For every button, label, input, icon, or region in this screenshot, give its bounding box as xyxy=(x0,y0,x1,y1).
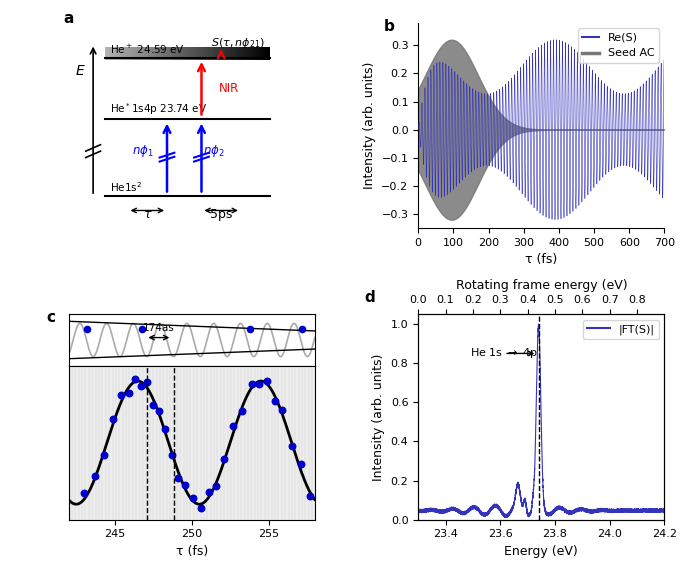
Point xyxy=(82,325,92,334)
Text: NIR: NIR xyxy=(219,82,239,95)
X-axis label: Energy (eV): Energy (eV) xyxy=(504,545,578,558)
Point xyxy=(254,379,265,388)
Point xyxy=(115,391,126,400)
Point xyxy=(295,460,306,469)
Point xyxy=(277,406,288,415)
Text: He 1s $\rightarrow$ 4p: He 1s $\rightarrow$ 4p xyxy=(470,347,538,360)
Point xyxy=(180,480,191,489)
Text: He$^*$1s4p 23.74 eV: He$^*$1s4p 23.74 eV xyxy=(110,101,208,116)
Point xyxy=(245,325,256,334)
Point xyxy=(142,377,153,387)
Point xyxy=(89,471,100,480)
Y-axis label: Intensity (arb. units): Intensity (arb. units) xyxy=(372,353,385,481)
Point xyxy=(154,407,165,416)
X-axis label: Rotating frame energy (eV): Rotating frame energy (eV) xyxy=(456,279,627,292)
Point xyxy=(219,455,229,464)
Text: b: b xyxy=(384,19,395,34)
Text: He$^+$ 24.59 eV: He$^+$ 24.59 eV xyxy=(110,43,185,56)
Point xyxy=(188,493,199,502)
Point xyxy=(166,451,177,460)
Point xyxy=(123,388,134,397)
Point xyxy=(173,473,184,482)
Point xyxy=(262,376,273,385)
Point xyxy=(148,401,159,410)
Point xyxy=(211,482,222,491)
Point xyxy=(108,414,119,423)
Point xyxy=(136,381,147,390)
Point xyxy=(137,325,148,334)
Point xyxy=(129,375,140,384)
Text: $E$: $E$ xyxy=(75,64,86,78)
Text: $n\phi_2$: $n\phi_2$ xyxy=(203,143,225,159)
Text: a: a xyxy=(64,10,74,26)
Point xyxy=(269,397,280,406)
Point xyxy=(227,421,238,431)
Point xyxy=(99,451,110,460)
Text: c: c xyxy=(47,310,55,325)
Point xyxy=(160,424,171,433)
Text: 174as: 174as xyxy=(143,323,175,333)
Legend: |FT(S)|: |FT(S)| xyxy=(583,320,659,339)
Point xyxy=(203,488,214,497)
Point xyxy=(195,504,206,513)
Text: He1s$^2$: He1s$^2$ xyxy=(110,180,142,194)
Text: $\tau$: $\tau$ xyxy=(142,208,152,222)
Point xyxy=(78,489,89,498)
Point xyxy=(237,407,248,416)
Text: $n\phi_1$: $n\phi_1$ xyxy=(132,143,153,159)
Point xyxy=(297,325,308,334)
Legend: Re(S), Seed AC: Re(S), Seed AC xyxy=(578,29,659,63)
X-axis label: τ (fs): τ (fs) xyxy=(175,545,208,558)
Point xyxy=(286,442,297,451)
Point xyxy=(305,491,316,500)
Point xyxy=(246,380,257,389)
Y-axis label: Intensity (arb. units): Intensity (arb. units) xyxy=(363,62,376,189)
Text: $S(\tau,n\phi_{21})$: $S(\tau,n\phi_{21})$ xyxy=(212,36,265,50)
Text: d: d xyxy=(364,289,375,305)
X-axis label: τ (fs): τ (fs) xyxy=(525,254,558,267)
Text: 5ps: 5ps xyxy=(210,208,232,222)
